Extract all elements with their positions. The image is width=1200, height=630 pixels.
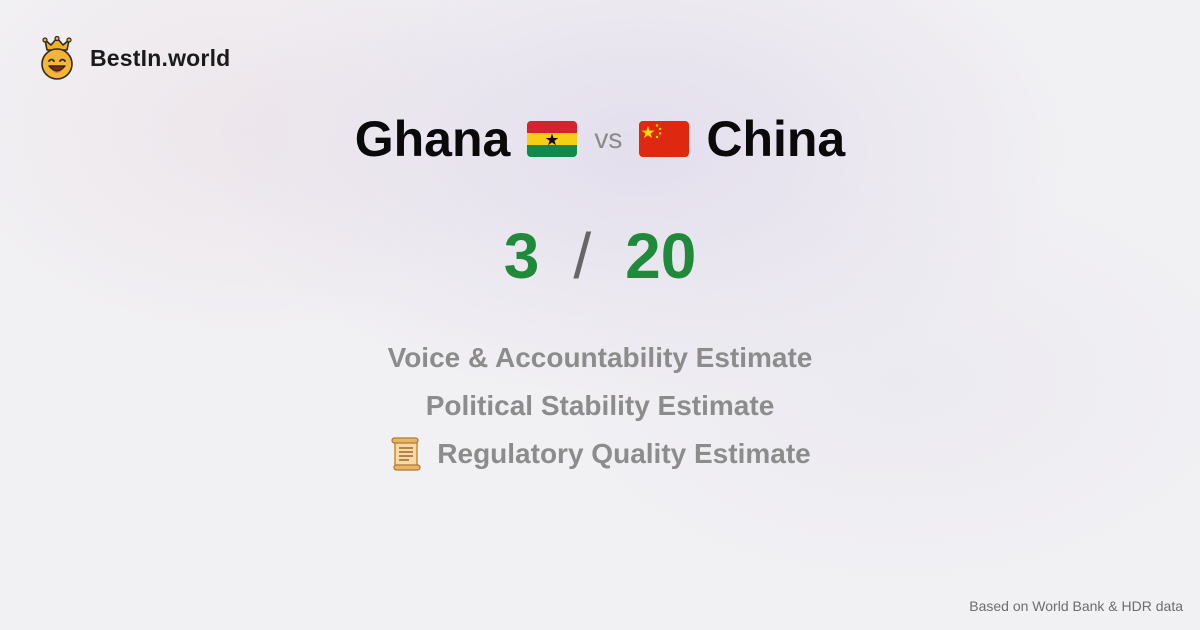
score-separator: /: [573, 220, 592, 292]
brand-name: BestIn.world: [90, 44, 231, 71]
metric-label: Political Stability Estimate: [425, 390, 775, 421]
score-country-b: 20: [625, 220, 697, 292]
scroll-icon: [391, 437, 421, 471]
ghana-flag-icon: [527, 121, 578, 157]
score-country-a: 3: [503, 220, 540, 292]
metrics-list: Voice & Accountability Estimate Politica…: [0, 334, 1200, 478]
source-note: Based on World Bank & HDR data: [969, 598, 1183, 614]
vs-label: vs: [594, 123, 623, 154]
metric-label: Voice & Accountability Estimate: [387, 342, 813, 373]
country-b-name: China: [706, 111, 846, 167]
china-flag-icon: [639, 121, 690, 157]
crowned-smiley-icon: [41, 36, 73, 80]
country-a-name: Ghana: [354, 111, 511, 167]
metric-label: Regulatory Quality Estimate: [437, 438, 811, 469]
score-display: 3 / 20: [0, 218, 1200, 294]
metric-item: Voice & Accountability Estimate: [0, 334, 1200, 382]
metric-item: Regulatory Quality Estimate: [0, 430, 1200, 478]
comparison-title: Ghana vs China: [0, 106, 1200, 172]
brand-header[interactable]: BestIn.world: [38, 36, 230, 80]
metric-item: Political Stability Estimate: [0, 382, 1200, 430]
